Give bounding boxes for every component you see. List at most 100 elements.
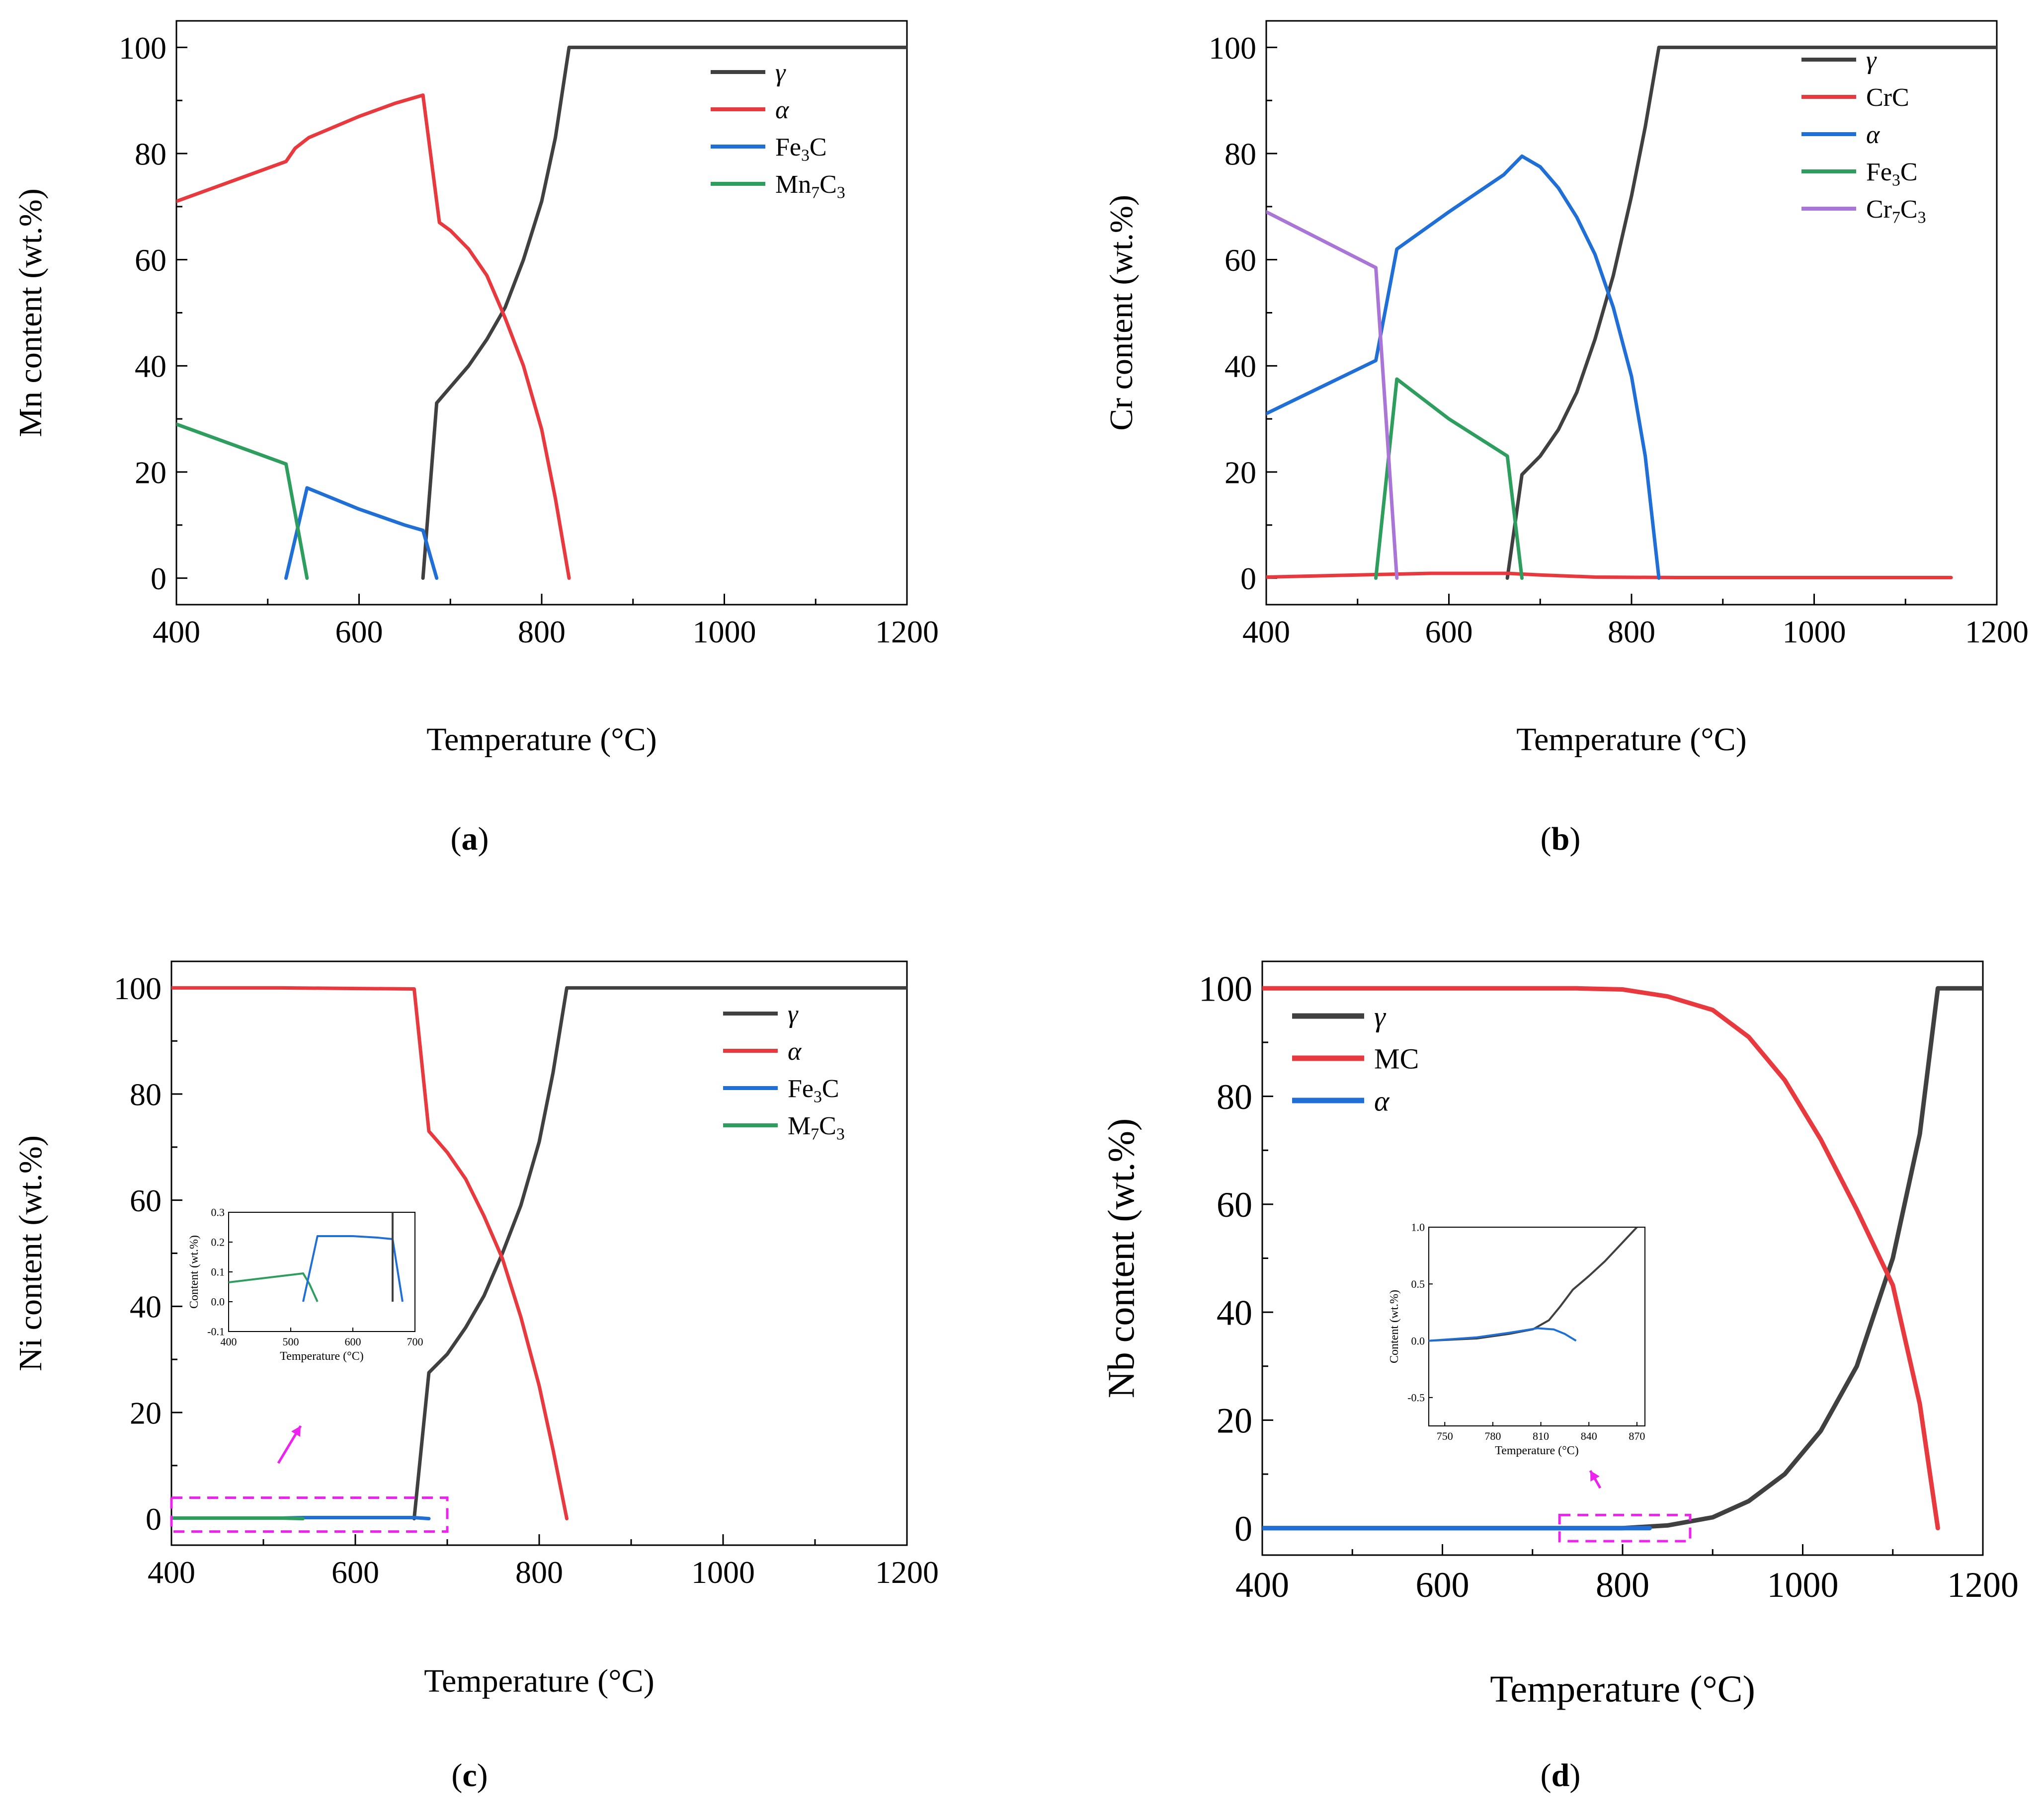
inset-x-tick-label: 840 <box>1581 1430 1597 1442</box>
y-tick-label: 60 <box>135 242 166 278</box>
y-axis-title: Mn content (wt.%) <box>12 188 49 437</box>
series-line-Fe <box>1374 377 1524 580</box>
legend-name: C <box>1900 195 1918 224</box>
y-tick-label: 100 <box>114 971 162 1006</box>
series-line-CrC <box>1266 571 1953 579</box>
legend-entry: CrC <box>1866 83 1909 112</box>
legend-name: γ <box>1374 1000 1387 1032</box>
series-group <box>1262 986 1983 1531</box>
series-line-γ <box>421 45 907 580</box>
legend-entry: γ <box>1866 46 1877 75</box>
inset-x-tick-label: 400 <box>221 1335 237 1348</box>
series-line-γ <box>412 986 907 1521</box>
panel-label-part: c <box>462 1757 477 1794</box>
panel-label: (d) <box>1541 1757 1581 1794</box>
x-tick-label: 800 <box>1596 1565 1649 1605</box>
y-axis-title: Nb content (wt.%) <box>1101 1118 1143 1399</box>
inset-series-line <box>302 1235 404 1302</box>
inset-series-line <box>229 1272 319 1302</box>
y-tick-label: 80 <box>1217 1077 1252 1117</box>
inset-y-tick-label: 0.0 <box>211 1296 225 1308</box>
legend-name: C <box>810 133 827 161</box>
series-line-γ <box>1262 986 1983 1531</box>
zoom-region-box <box>1558 1513 1692 1543</box>
legend-name: MC <box>1374 1042 1419 1075</box>
series-line-Fe <box>284 486 439 580</box>
y-tick-label: 0 <box>1240 561 1256 596</box>
series-line-α <box>171 986 569 1521</box>
x-axis-title: Temperature (°C) <box>1516 721 1746 758</box>
x-tick-label: 400 <box>1242 614 1290 649</box>
legend-entry: MC <box>1374 1042 1419 1075</box>
x-tick-label: 1200 <box>1947 1565 2019 1605</box>
y-tick-label: 40 <box>1225 349 1256 384</box>
series-group <box>176 45 907 580</box>
x-tick-label: 400 <box>1235 1565 1289 1605</box>
y-tick-label: 20 <box>130 1395 162 1430</box>
x-tick-label: 1200 <box>1965 614 2029 649</box>
x-tick-label: 600 <box>331 1555 379 1590</box>
x-tick-label: 1000 <box>1767 1565 1839 1605</box>
inset-series-group <box>1429 1227 1638 1342</box>
y-axis-title: Ni content (wt.%) <box>12 1135 49 1371</box>
legend-entry: α <box>1866 121 1880 149</box>
y-tick-label: 40 <box>135 349 166 384</box>
series-group <box>171 986 907 1521</box>
inset-x-tick-label: 700 <box>407 1335 423 1348</box>
panel-label-part: ( <box>451 1757 462 1794</box>
chart-panel-a: 400 600 800 1000 1200 0 20 40 60 80 100 Temperature… <box>12 20 939 857</box>
zoom-arrow-head <box>1590 1471 1600 1482</box>
legend-name: α <box>788 1037 802 1066</box>
legend-name: Fe <box>1866 158 1892 186</box>
y-tick-label: 20 <box>1217 1401 1252 1441</box>
inset-x-tick-label: 600 <box>345 1335 361 1348</box>
inset-x-tick-label: 780 <box>1484 1430 1501 1442</box>
y-tick-label: 80 <box>1225 136 1256 171</box>
y-tick-label: 20 <box>1225 455 1256 490</box>
x-tick-label: 800 <box>515 1555 563 1590</box>
legend: γ MC α <box>1292 1000 1419 1117</box>
legend-subscript: 7 <box>811 1125 819 1144</box>
panel-label-part: ( <box>451 821 462 857</box>
legend-entry: Mn7C3 <box>775 170 845 202</box>
y-tick-label: 60 <box>130 1183 162 1218</box>
panel-label: (a) <box>451 821 489 857</box>
legend-name: Fe <box>775 133 801 161</box>
zoom-region-box <box>170 1496 449 1533</box>
legend-name: M <box>788 1112 811 1140</box>
series-line-γ <box>1505 45 1997 580</box>
x-axis-title: Temperature (°C) <box>1490 1668 1755 1710</box>
legend-name: α <box>775 96 790 124</box>
panel-label-part: ) <box>478 821 489 857</box>
inset-y-tick-label: -0.5 <box>1407 1392 1425 1404</box>
inset-x-tick-label: 500 <box>283 1335 299 1348</box>
panel-label: (b) <box>1541 821 1581 857</box>
legend-name: γ <box>788 1000 799 1028</box>
legend-name: Fe <box>788 1075 814 1103</box>
y-tick-label: 80 <box>130 1077 162 1112</box>
legend-name: γ <box>1866 46 1877 75</box>
panel-label-part: ) <box>1569 1757 1580 1794</box>
chart-panel-c: 400 600 800 1000 1200 0 20 40 60 80 100 Temperature… <box>12 960 939 1794</box>
x-tick-label: 1200 <box>875 614 939 649</box>
legend-subscript: 3 <box>1892 171 1900 190</box>
legend-name: Mn <box>775 170 811 199</box>
panel-label-part: b <box>1552 821 1570 857</box>
legend-subscript: 7 <box>811 184 819 202</box>
series-line-α <box>1266 154 1661 580</box>
legend-entry: Fe3C <box>1866 158 1918 189</box>
x-tick-label: 800 <box>1608 614 1655 649</box>
legend-subscript: 3 <box>814 1088 822 1106</box>
y-tick-label: 100 <box>1209 30 1256 66</box>
y-tick-label: 0 <box>1234 1509 1252 1549</box>
inset-y-tick-label: 0.1 <box>211 1266 225 1278</box>
x-tick-label: 1000 <box>691 1555 755 1590</box>
legend-subscript: 3 <box>837 184 845 202</box>
y-tick-label: 100 <box>1199 969 1252 1009</box>
y-axis-title: Cr content (wt.%) <box>1103 195 1140 431</box>
y-tick-label: 80 <box>135 136 166 171</box>
y-tick-label: 0 <box>151 561 166 596</box>
panel-label-part: d <box>1552 1757 1570 1794</box>
inset-y-tick-label: 0.2 <box>211 1236 225 1249</box>
